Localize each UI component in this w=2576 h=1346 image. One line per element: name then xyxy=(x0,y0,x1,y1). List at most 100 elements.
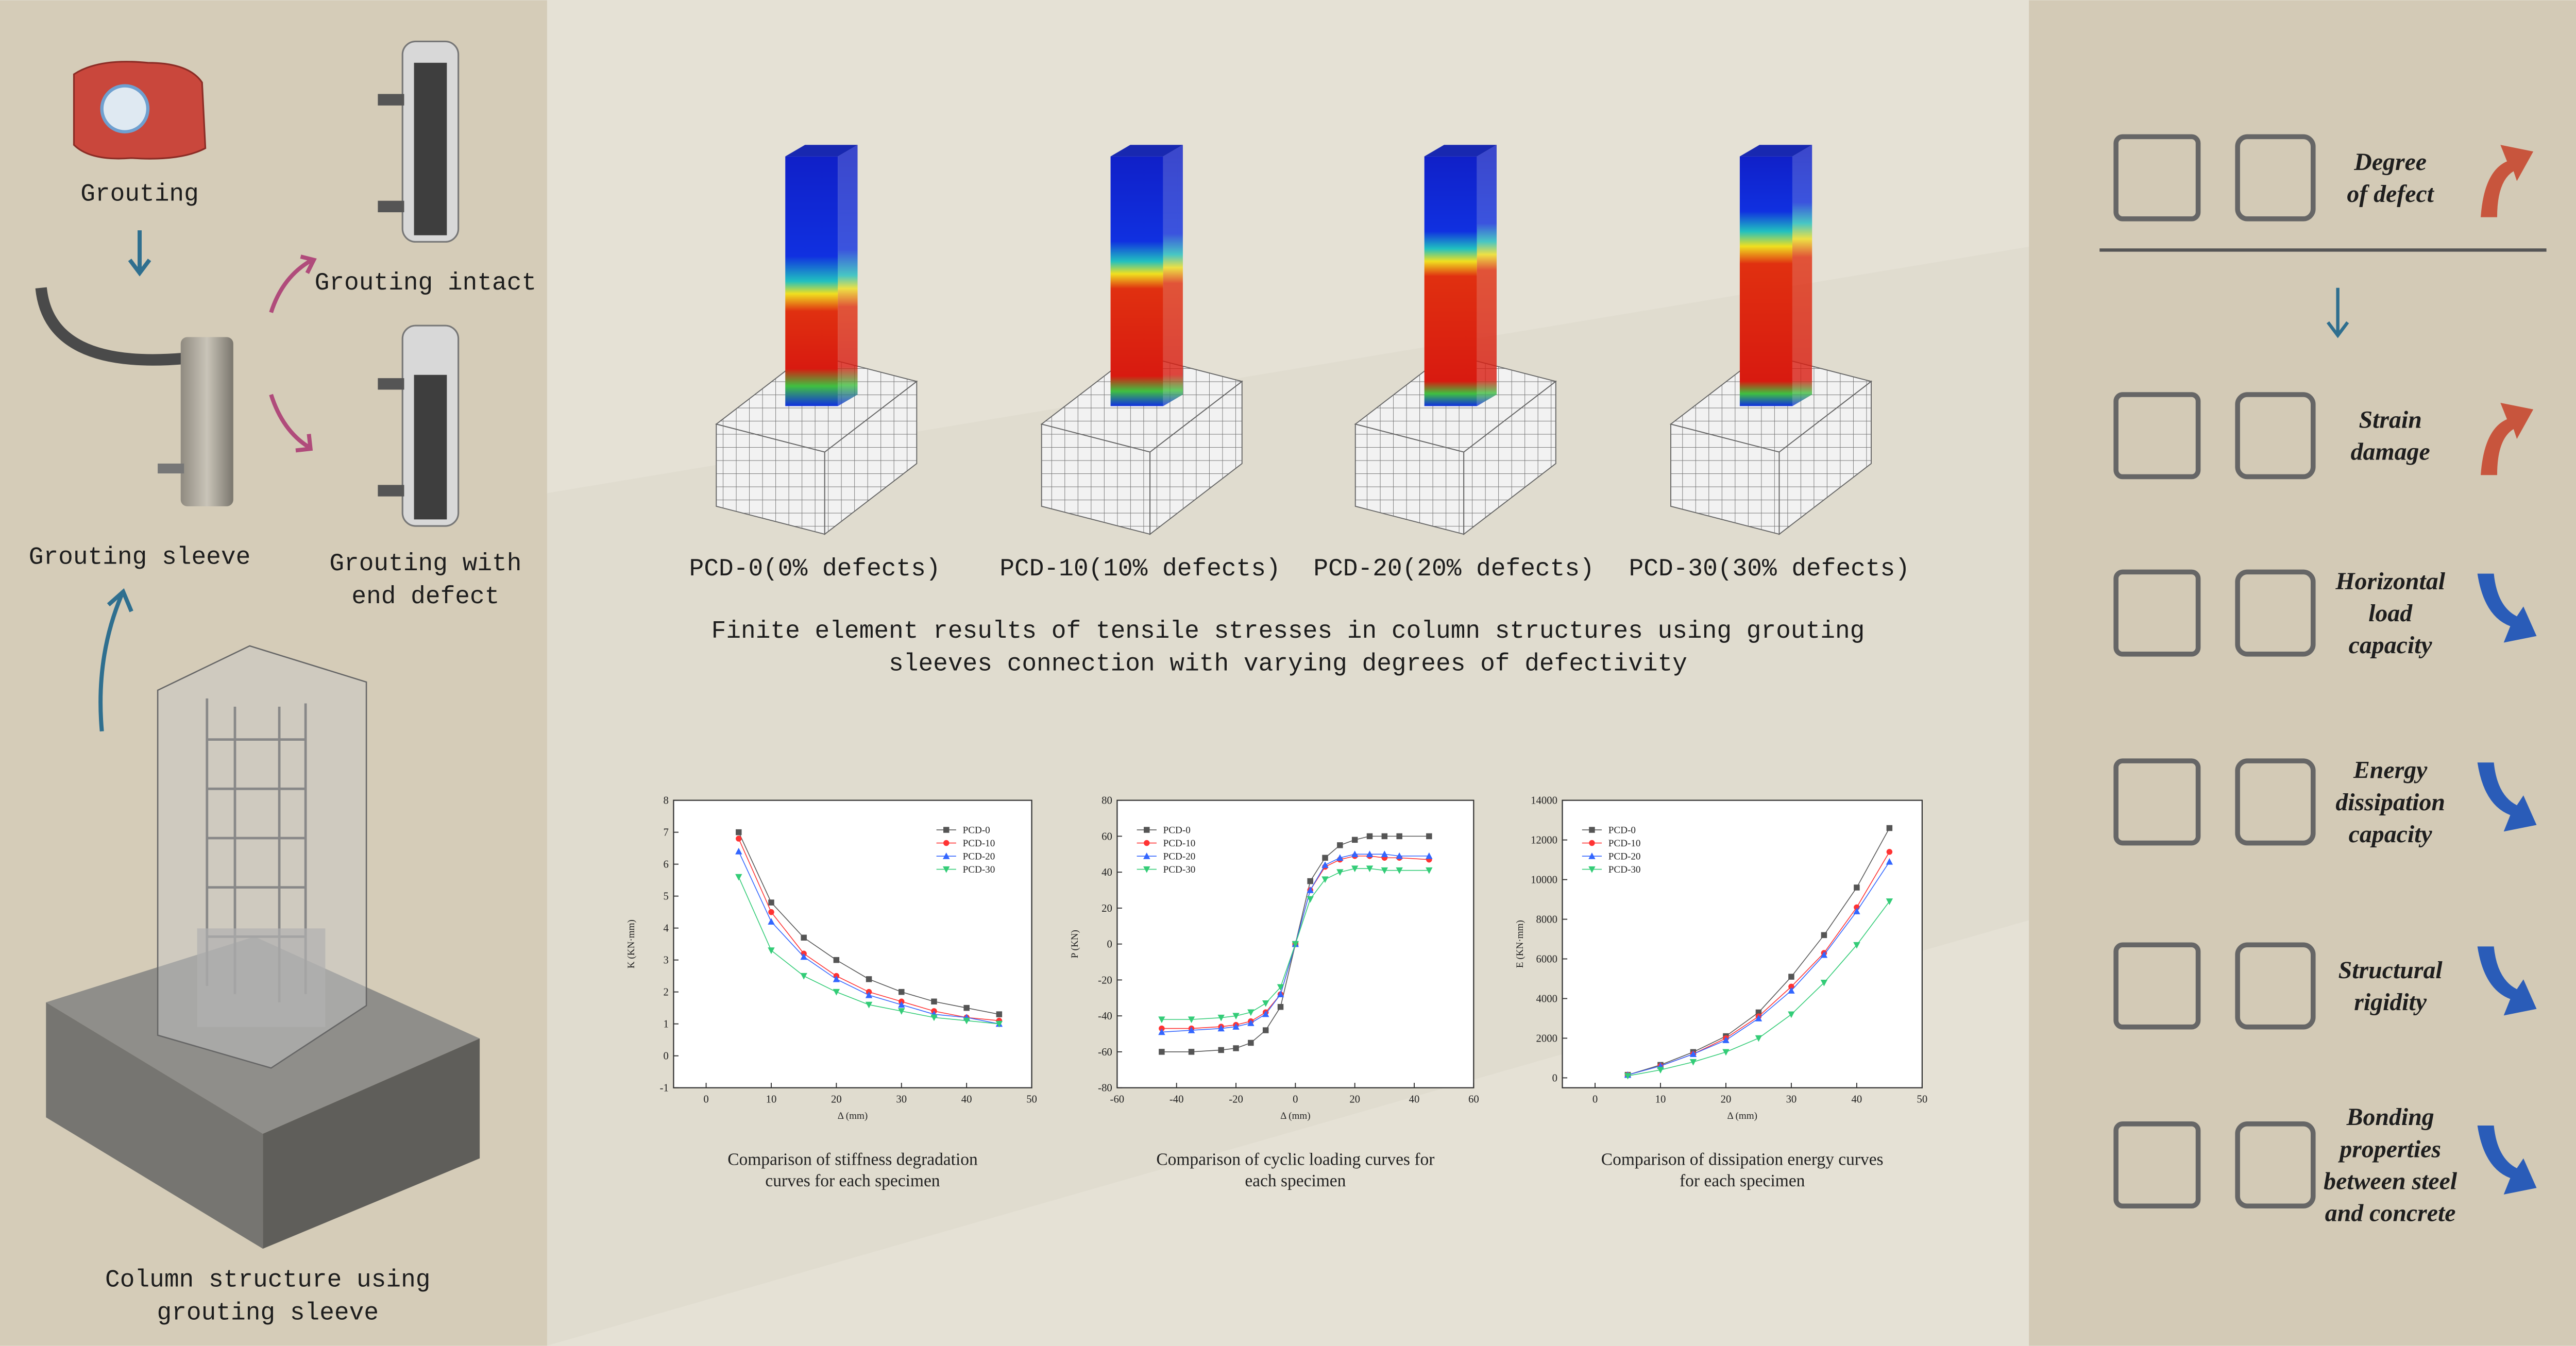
legend-label: PCD-10 xyxy=(1163,838,1196,849)
y-axis-label: E (KN·mm) xyxy=(1515,920,1526,968)
marker xyxy=(736,836,742,842)
x-axis-label: Δ (mm) xyxy=(838,1111,868,1121)
y-tick-label: 6000 xyxy=(1536,954,1557,965)
icon xyxy=(2235,942,2316,1030)
marker xyxy=(1624,1072,1632,1080)
marker xyxy=(1853,942,1860,949)
marker xyxy=(1351,837,1358,843)
y-tick-label: 40 xyxy=(1101,867,1112,878)
fe-model: PCD-30(30% defects) xyxy=(1629,145,1910,583)
marker xyxy=(1322,855,1328,861)
x-tick-label: 20 xyxy=(1721,1094,1732,1105)
trend-up-arrow xyxy=(2481,402,2534,475)
legend-label: PCD-30 xyxy=(1608,864,1641,875)
column-top xyxy=(1424,145,1497,157)
plot-frame xyxy=(673,799,1032,1088)
label: Grouting xyxy=(80,181,199,209)
y-tick-label: 0 xyxy=(1107,939,1112,950)
column-side xyxy=(1163,145,1183,406)
marker xyxy=(768,909,774,915)
y-tick-label: 0 xyxy=(663,1051,668,1062)
y-tick-label: 4000 xyxy=(1536,993,1557,1004)
marker xyxy=(735,847,742,855)
marker xyxy=(800,973,807,980)
specimen-label: PCD-10(10% defects) xyxy=(999,555,1280,583)
marker xyxy=(833,989,840,996)
port xyxy=(378,485,404,497)
marker xyxy=(1396,852,1403,859)
x-tick-label: -60 xyxy=(1110,1094,1125,1105)
label: Column structure using xyxy=(105,1267,430,1294)
property-label: dissipation xyxy=(2335,789,2445,816)
series-line xyxy=(1161,854,1429,1033)
y-tick-label: 14000 xyxy=(1531,795,1557,807)
property-label: of defect xyxy=(2347,180,2434,208)
label: end defect xyxy=(351,583,499,611)
grout-fill xyxy=(414,62,447,235)
x-tick-label: 0 xyxy=(1592,1094,1598,1105)
marker xyxy=(943,827,950,833)
marker xyxy=(1589,827,1595,833)
property-label: Energy xyxy=(2353,757,2428,784)
marker xyxy=(931,998,937,1004)
marker xyxy=(898,1008,905,1015)
marker xyxy=(996,1011,1003,1017)
port xyxy=(378,378,404,390)
property-item: Strain damage xyxy=(2113,392,2534,480)
marker xyxy=(943,866,950,873)
property-label: Structural xyxy=(2338,957,2443,984)
marker xyxy=(963,1004,970,1011)
marker xyxy=(1366,833,1373,840)
label: Grouting sleeve xyxy=(29,543,251,571)
y-axis-label: P (KN) xyxy=(1070,930,1080,958)
trend-down-arrow xyxy=(2477,573,2537,643)
arrow xyxy=(269,254,317,313)
arrow xyxy=(2326,287,2349,338)
marker xyxy=(1188,1049,1195,1055)
y-tick-label: 20 xyxy=(1101,903,1112,914)
marker xyxy=(736,829,742,836)
marker xyxy=(1143,866,1150,873)
marker xyxy=(1292,941,1299,948)
water-icon xyxy=(100,84,150,133)
legend-label: PCD-20 xyxy=(1163,851,1196,862)
marker xyxy=(1886,858,1893,865)
trend-up-arrow xyxy=(2481,145,2534,217)
property-item: Bonding properties between steel and concre… xyxy=(2113,1103,2537,1227)
column-front xyxy=(1739,156,1792,406)
chart-caption: Comparison of dissipation energy curves xyxy=(1601,1150,1884,1169)
x-tick-label: -40 xyxy=(1170,1094,1184,1105)
right-items: Degree of defect Strain damage Horizontal loa… xyxy=(2113,134,2537,1227)
marker xyxy=(1247,1009,1255,1016)
hose xyxy=(35,287,185,366)
marker xyxy=(1247,1019,1255,1026)
legend-label: PCD-10 xyxy=(1608,838,1641,849)
marker xyxy=(1657,1067,1664,1074)
x-tick-label: 10 xyxy=(766,1094,777,1105)
y-tick-label: -80 xyxy=(1098,1083,1112,1094)
marker xyxy=(1755,1035,1762,1042)
marker xyxy=(1307,878,1313,884)
marker xyxy=(768,947,775,955)
plot-frame xyxy=(1562,799,1923,1088)
marker xyxy=(1426,867,1433,874)
marker xyxy=(1788,974,1794,980)
label: Grouting intact xyxy=(315,269,537,297)
marker xyxy=(1589,840,1595,846)
column-front xyxy=(785,156,838,406)
marker xyxy=(1854,884,1860,891)
marker xyxy=(1788,983,1794,990)
column-top xyxy=(1110,145,1183,157)
marker xyxy=(768,899,774,906)
marker xyxy=(1307,896,1314,903)
series-line xyxy=(1161,868,1429,1020)
x-tick-label: 40 xyxy=(1852,1094,1862,1105)
chart-caption: Comparison of cyclic loading curves for xyxy=(1156,1150,1434,1169)
icon xyxy=(2235,134,2316,222)
legend-label: PCD-30 xyxy=(963,864,995,875)
x-tick-label: 50 xyxy=(1026,1094,1037,1105)
x-tick-label: 30 xyxy=(896,1094,907,1105)
marker xyxy=(1426,852,1433,859)
